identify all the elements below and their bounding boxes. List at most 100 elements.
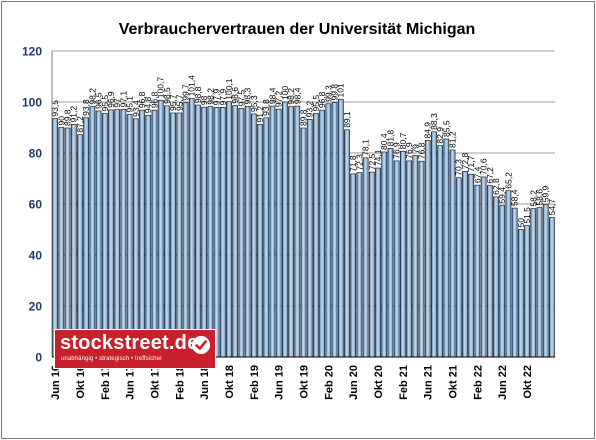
data-label: 89,1 — [342, 111, 352, 128]
bar — [381, 151, 388, 358]
bar — [157, 99, 164, 358]
bar — [474, 184, 481, 358]
data-label: 98,2 — [205, 88, 215, 105]
data-label: 71,8 — [348, 155, 358, 172]
bar — [549, 217, 555, 358]
bar — [356, 172, 363, 358]
data-label: 70,3 — [454, 159, 464, 176]
data-label: 58,4 — [510, 189, 520, 206]
bar — [89, 106, 96, 358]
data-label: 82,9 — [435, 127, 445, 144]
bar — [120, 109, 127, 358]
data-label: 99,8 — [330, 84, 340, 101]
data-label: 93,8 — [261, 99, 271, 116]
logo-name: stockstreet.de — [60, 332, 199, 354]
stockstreet-logo: stockstreet.de unabhängig • strategisch … — [54, 329, 216, 369]
bar — [176, 112, 183, 358]
x-tick-label: Feb 20 — [323, 365, 335, 400]
data-label: 97,9 — [212, 89, 222, 106]
bar — [337, 99, 344, 358]
data-label: 89,8 — [299, 109, 309, 126]
x-axis: Jun 16 Okt 16 Feb 17 Jun 17 Okt 17 Feb 18 Jun … — [50, 365, 534, 400]
bar — [449, 149, 456, 358]
bar — [511, 207, 518, 358]
data-label: 93,2 — [305, 101, 315, 118]
bar — [418, 160, 425, 358]
x-tick-label: Jun 19 — [274, 365, 286, 400]
bar — [536, 207, 543, 358]
bar — [219, 107, 226, 358]
bar — [213, 107, 220, 358]
data-label: 97,5 — [236, 90, 246, 107]
data-label: 71,7 — [466, 155, 476, 172]
data-label: 96,8 — [317, 91, 327, 108]
data-label: 95,5 — [100, 95, 110, 112]
x-tick-label: Feb 22 — [472, 365, 484, 400]
data-label: 67,4 — [472, 166, 482, 183]
bar — [83, 117, 90, 358]
bar — [306, 119, 313, 358]
data-label: 96,8 — [137, 91, 147, 108]
bar — [350, 173, 357, 358]
bar — [288, 106, 294, 358]
bar — [300, 127, 307, 358]
data-label: 79 — [410, 144, 420, 154]
bar — [517, 229, 524, 358]
data-label: 50 — [516, 218, 526, 228]
x-tick-label: Jun 17 — [125, 365, 137, 400]
data-label: 58,6 — [534, 189, 544, 206]
data-label: 96,9 — [106, 91, 116, 108]
bar — [294, 105, 301, 358]
data-label: 100 — [280, 86, 290, 100]
bar — [101, 113, 108, 358]
bar — [52, 118, 58, 358]
bar — [95, 110, 102, 358]
data-label: 95,1 — [125, 96, 135, 113]
bar — [164, 105, 170, 358]
y-axis: 0 20 40 60 80 100 120 — [22, 45, 555, 365]
bar — [387, 148, 394, 358]
bar — [126, 114, 133, 358]
bar-series — [52, 98, 555, 358]
x-tick-label: Jun 22 — [497, 365, 509, 400]
bar — [530, 208, 537, 358]
data-label: 96,8 — [149, 91, 159, 108]
data-label: 98,8 — [193, 86, 203, 103]
y-tick-label: 80 — [29, 147, 43, 161]
data-label: 78,1 — [361, 139, 371, 156]
bar — [468, 173, 475, 358]
bar — [424, 140, 431, 358]
bar — [437, 145, 443, 358]
bar — [269, 105, 276, 358]
bar — [368, 171, 375, 358]
bar — [244, 106, 251, 358]
bar — [257, 124, 263, 358]
bar — [58, 127, 65, 358]
data-label: 99,7 — [181, 84, 191, 101]
data-label: 72,5 — [367, 153, 377, 170]
x-tick-label: Feb 17 — [100, 365, 112, 400]
data-label: 51,5 — [522, 207, 532, 224]
data-label: 98 — [199, 95, 209, 105]
x-tick-label: Jun 20 — [348, 365, 360, 400]
data-label: 93,8 — [81, 99, 91, 116]
data-label: 74,1 — [373, 149, 383, 166]
data-label: 90 — [56, 116, 66, 126]
x-tick-label: Okt 22 — [522, 365, 534, 399]
data-label: 100,7 — [156, 77, 166, 99]
bar — [499, 205, 506, 358]
data-label: 101 — [336, 83, 346, 97]
bar — [207, 106, 214, 358]
x-tick-label: Jun 21 — [423, 365, 435, 400]
data-label: 93,5 — [50, 100, 60, 117]
bar — [275, 108, 282, 358]
x-tick-label: Feb 19 — [249, 365, 261, 400]
bar — [375, 167, 381, 358]
data-label: 98,3 — [243, 88, 253, 105]
bar — [64, 127, 71, 358]
bar — [480, 176, 487, 358]
y-tick-label: 20 — [29, 300, 43, 314]
x-tick-label: Okt 17 — [149, 365, 161, 399]
data-label: 99,3 — [323, 85, 333, 102]
bar — [77, 134, 83, 358]
